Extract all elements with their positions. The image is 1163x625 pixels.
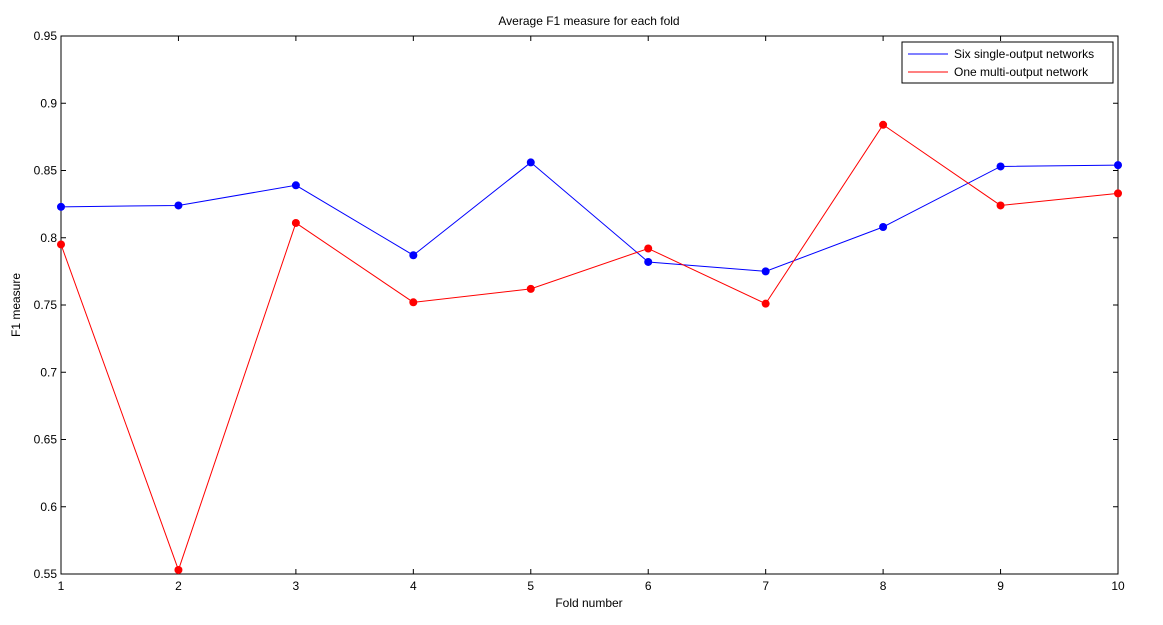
data-point [879, 222, 888, 231]
data-point [409, 251, 418, 260]
plot-area [60, 35, 1119, 575]
x-tick-label: 4 [410, 579, 417, 593]
data-point [761, 299, 770, 308]
chart-title: Average F1 measure for each fold [498, 14, 679, 28]
data-point [1114, 189, 1122, 198]
series-2 [57, 120, 1122, 574]
data-point [291, 218, 300, 227]
series-line [60, 124, 1119, 572]
axis-ticks: 1 2 3 4 5 6 7 8 9 10 0.55 0.6 0.65 0.7 0.75 0.8 0.85 0.9 0… [34, 29, 1125, 593]
y-tick-label: 0.7 [40, 365, 57, 379]
data-point [57, 202, 65, 211]
y-tick-label: 0.8 [40, 231, 57, 245]
data-point [174, 201, 183, 210]
x-tick-label: 3 [293, 579, 300, 593]
legend-label: Six single-output networks [954, 47, 1094, 61]
series-line [60, 161, 1119, 272]
y-tick-label: 0.95 [34, 29, 58, 43]
legend: Six single-output networks One multi-outp… [901, 41, 1114, 84]
series-1 [57, 158, 1122, 276]
data-point [174, 565, 183, 574]
y-tick-label: 0.75 [34, 298, 58, 312]
data-point [1114, 161, 1122, 170]
data-point [291, 181, 300, 190]
y-tick-label: 0.9 [40, 96, 57, 110]
x-tick-label: 8 [880, 579, 887, 593]
x-tick-label: 7 [762, 579, 769, 593]
y-axis-label: F1 measure [9, 273, 23, 337]
data-point [644, 244, 653, 253]
data-point [996, 201, 1005, 210]
legend-label: One multi-output network [954, 65, 1089, 79]
data-point [644, 257, 653, 266]
x-axis-label: Fold number [555, 596, 622, 610]
y-tick-label: 0.55 [34, 567, 58, 581]
data-point [409, 298, 418, 307]
series-layer [57, 120, 1122, 574]
data-point [57, 240, 65, 249]
data-point [879, 120, 888, 129]
legend-item: Six single-output networks [908, 47, 1094, 61]
x-tick-label: 5 [527, 579, 534, 593]
legend-box [901, 41, 1114, 84]
x-tick-label: 10 [1111, 579, 1125, 593]
data-point [996, 162, 1005, 171]
x-tick-label: 2 [175, 579, 182, 593]
legend-item: One multi-output network [908, 65, 1089, 79]
x-tick-label: 1 [58, 579, 65, 593]
y-tick-label: 0.6 [40, 500, 57, 514]
y-tick-label: 0.65 [34, 433, 58, 447]
data-point [526, 158, 535, 167]
x-tick-label: 9 [997, 579, 1004, 593]
x-tick-label: 6 [645, 579, 652, 593]
data-point [761, 267, 770, 276]
data-point [526, 284, 535, 293]
y-tick-label: 0.85 [34, 164, 58, 178]
